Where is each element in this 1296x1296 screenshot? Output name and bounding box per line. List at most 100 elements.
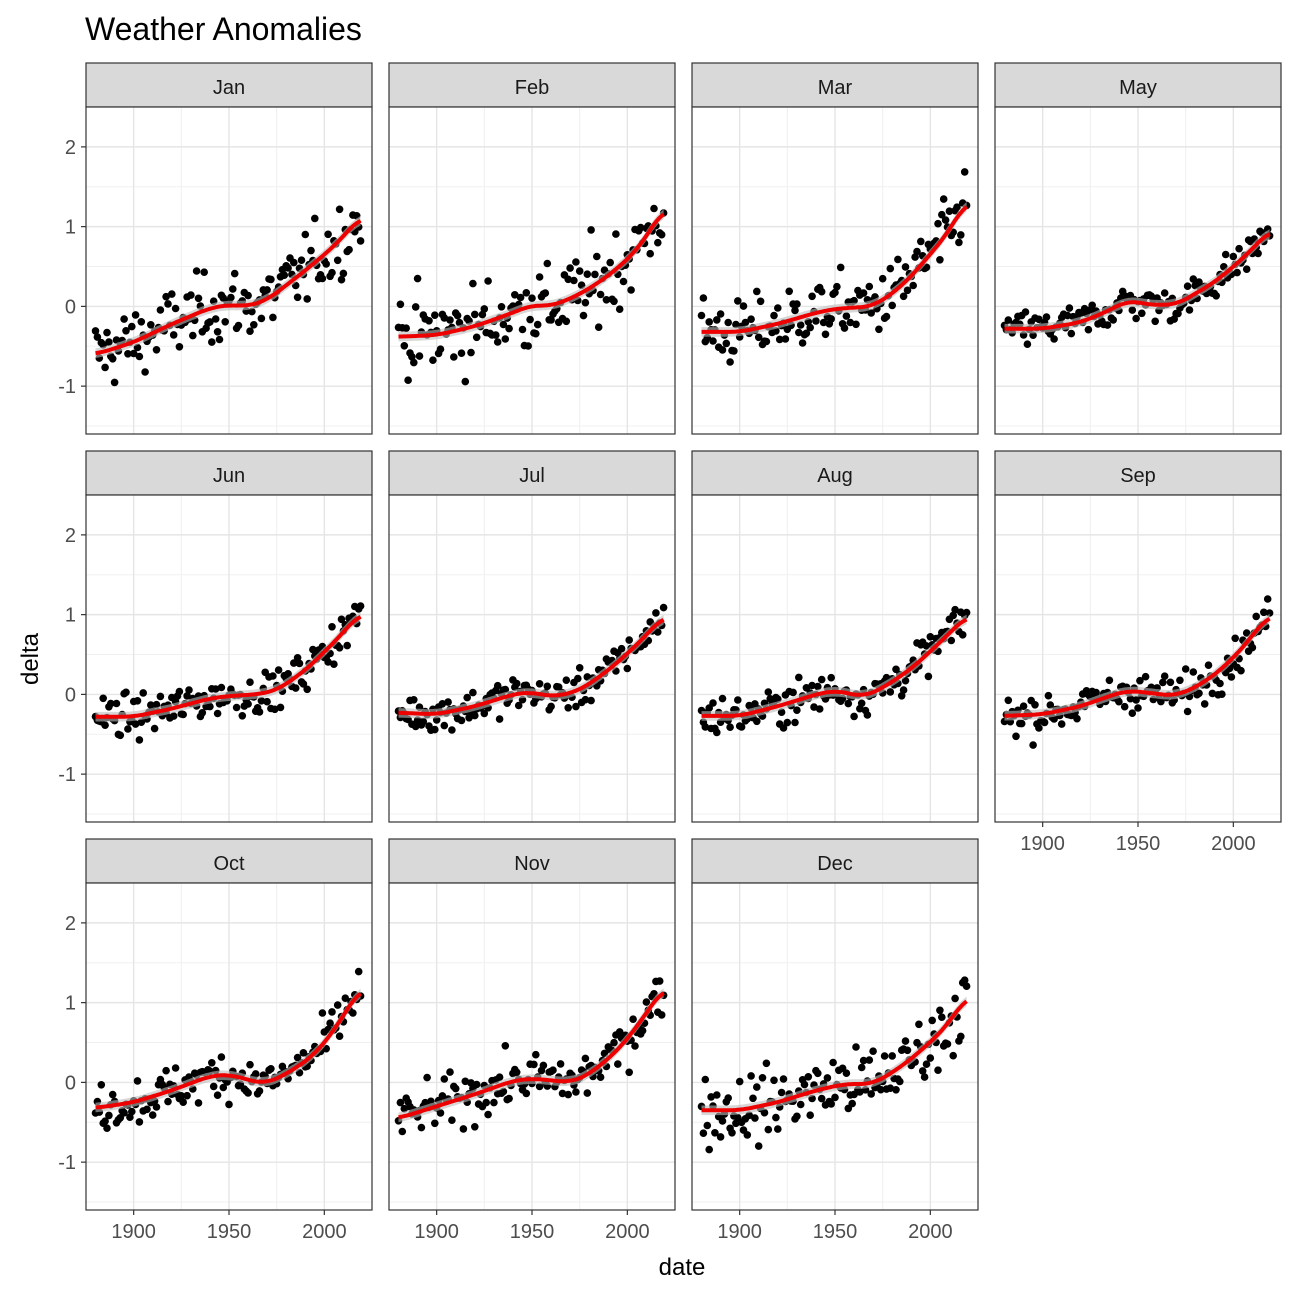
x-tick-label: 1950: [813, 1221, 858, 1243]
smooth-trend-line: [95, 615, 362, 719]
data-point: [724, 318, 732, 327]
data-point: [402, 324, 411, 333]
data-point: [734, 696, 742, 704]
data-point: [490, 1098, 498, 1107]
data-point: [745, 1111, 753, 1120]
data-point: [410, 696, 418, 704]
data-point: [1204, 661, 1213, 669]
data-point: [1166, 678, 1175, 687]
data-point: [225, 1100, 233, 1109]
data-point: [232, 703, 241, 712]
data-point: [863, 711, 872, 719]
data-point: [783, 718, 792, 727]
data-point: [770, 311, 778, 320]
data-point: [833, 282, 841, 291]
data-point: [101, 721, 109, 729]
data-point: [137, 318, 146, 326]
data-point: [575, 664, 584, 672]
data-point: [229, 285, 237, 293]
data-point: [572, 702, 580, 711]
data-point: [423, 1073, 431, 1082]
data-point: [915, 1020, 923, 1029]
data-point: [164, 300, 172, 308]
data-point: [901, 1037, 910, 1045]
data-point: [587, 696, 595, 705]
y-tick-label: 0: [65, 1072, 76, 1094]
x-tick-label: 2000: [908, 1221, 953, 1243]
data-point: [345, 245, 353, 254]
data-point: [583, 1089, 592, 1097]
data-point: [934, 219, 942, 228]
data-point: [1263, 595, 1272, 603]
data-point: [655, 977, 664, 985]
data-point: [93, 333, 102, 341]
facet-strip-label: Aug: [817, 465, 853, 487]
facet-panel-sep: Sep 1900 1950 2000: [994, 450, 1282, 855]
data-point: [636, 223, 645, 232]
data-point: [238, 712, 247, 720]
data-point: [246, 1060, 254, 1069]
data-point: [1160, 289, 1169, 297]
data-point: [530, 1060, 538, 1069]
data-point: [179, 710, 187, 719]
data-point: [122, 327, 130, 335]
data-point: [206, 702, 214, 711]
data-point: [877, 1085, 885, 1094]
data-point: [1189, 668, 1198, 676]
data-point: [535, 273, 544, 281]
data-point: [1084, 325, 1093, 334]
data-point: [936, 255, 944, 264]
data-point: [274, 666, 283, 674]
data-point: [169, 331, 178, 339]
data-point: [152, 700, 161, 709]
data-point: [99, 694, 107, 703]
data-point: [785, 287, 793, 296]
data-point: [804, 1073, 813, 1081]
data-point: [411, 303, 420, 311]
data-point: [215, 335, 224, 344]
data-point: [1050, 335, 1058, 343]
data-point: [747, 1072, 755, 1080]
data-point: [255, 1087, 264, 1095]
confidence-ribbon: [95, 215, 361, 358]
data-point: [958, 631, 967, 639]
data-point: [307, 246, 315, 255]
data-point: [1035, 315, 1043, 324]
data-point: [147, 321, 155, 329]
data-point: [808, 681, 816, 690]
data-point: [831, 288, 839, 297]
data-point: [1063, 311, 1072, 320]
data-point: [754, 333, 763, 342]
data-point: [187, 291, 195, 299]
data-point: [802, 329, 811, 338]
data-point: [800, 1080, 809, 1089]
data-point: [770, 1076, 778, 1085]
data-point: [493, 681, 502, 690]
data-point: [955, 238, 963, 247]
data-point: [322, 260, 331, 268]
data-point: [213, 1091, 222, 1099]
data-point: [1103, 321, 1112, 329]
data-point: [255, 708, 264, 716]
smooth-trend-line: [701, 617, 968, 718]
facet-strip-label: Nov: [514, 853, 550, 875]
data-point: [246, 678, 254, 686]
data-point: [244, 700, 252, 708]
y-tick-label: 1: [65, 605, 76, 627]
data-point: [484, 277, 492, 285]
data-point: [341, 994, 350, 1002]
data-point: [514, 701, 523, 710]
smooth-trend-line: [398, 991, 665, 1120]
data-point: [396, 300, 405, 309]
data-point: [1235, 244, 1243, 253]
data-point: [431, 725, 439, 734]
data-point: [581, 1054, 590, 1063]
smooth-trend-line: [1004, 616, 1271, 718]
data-point: [263, 286, 271, 294]
data-point: [699, 1129, 708, 1137]
data-point: [1208, 689, 1217, 698]
data-point: [482, 1098, 491, 1107]
data-point: [124, 350, 132, 358]
data-point: [777, 1088, 786, 1097]
data-point: [213, 709, 222, 718]
